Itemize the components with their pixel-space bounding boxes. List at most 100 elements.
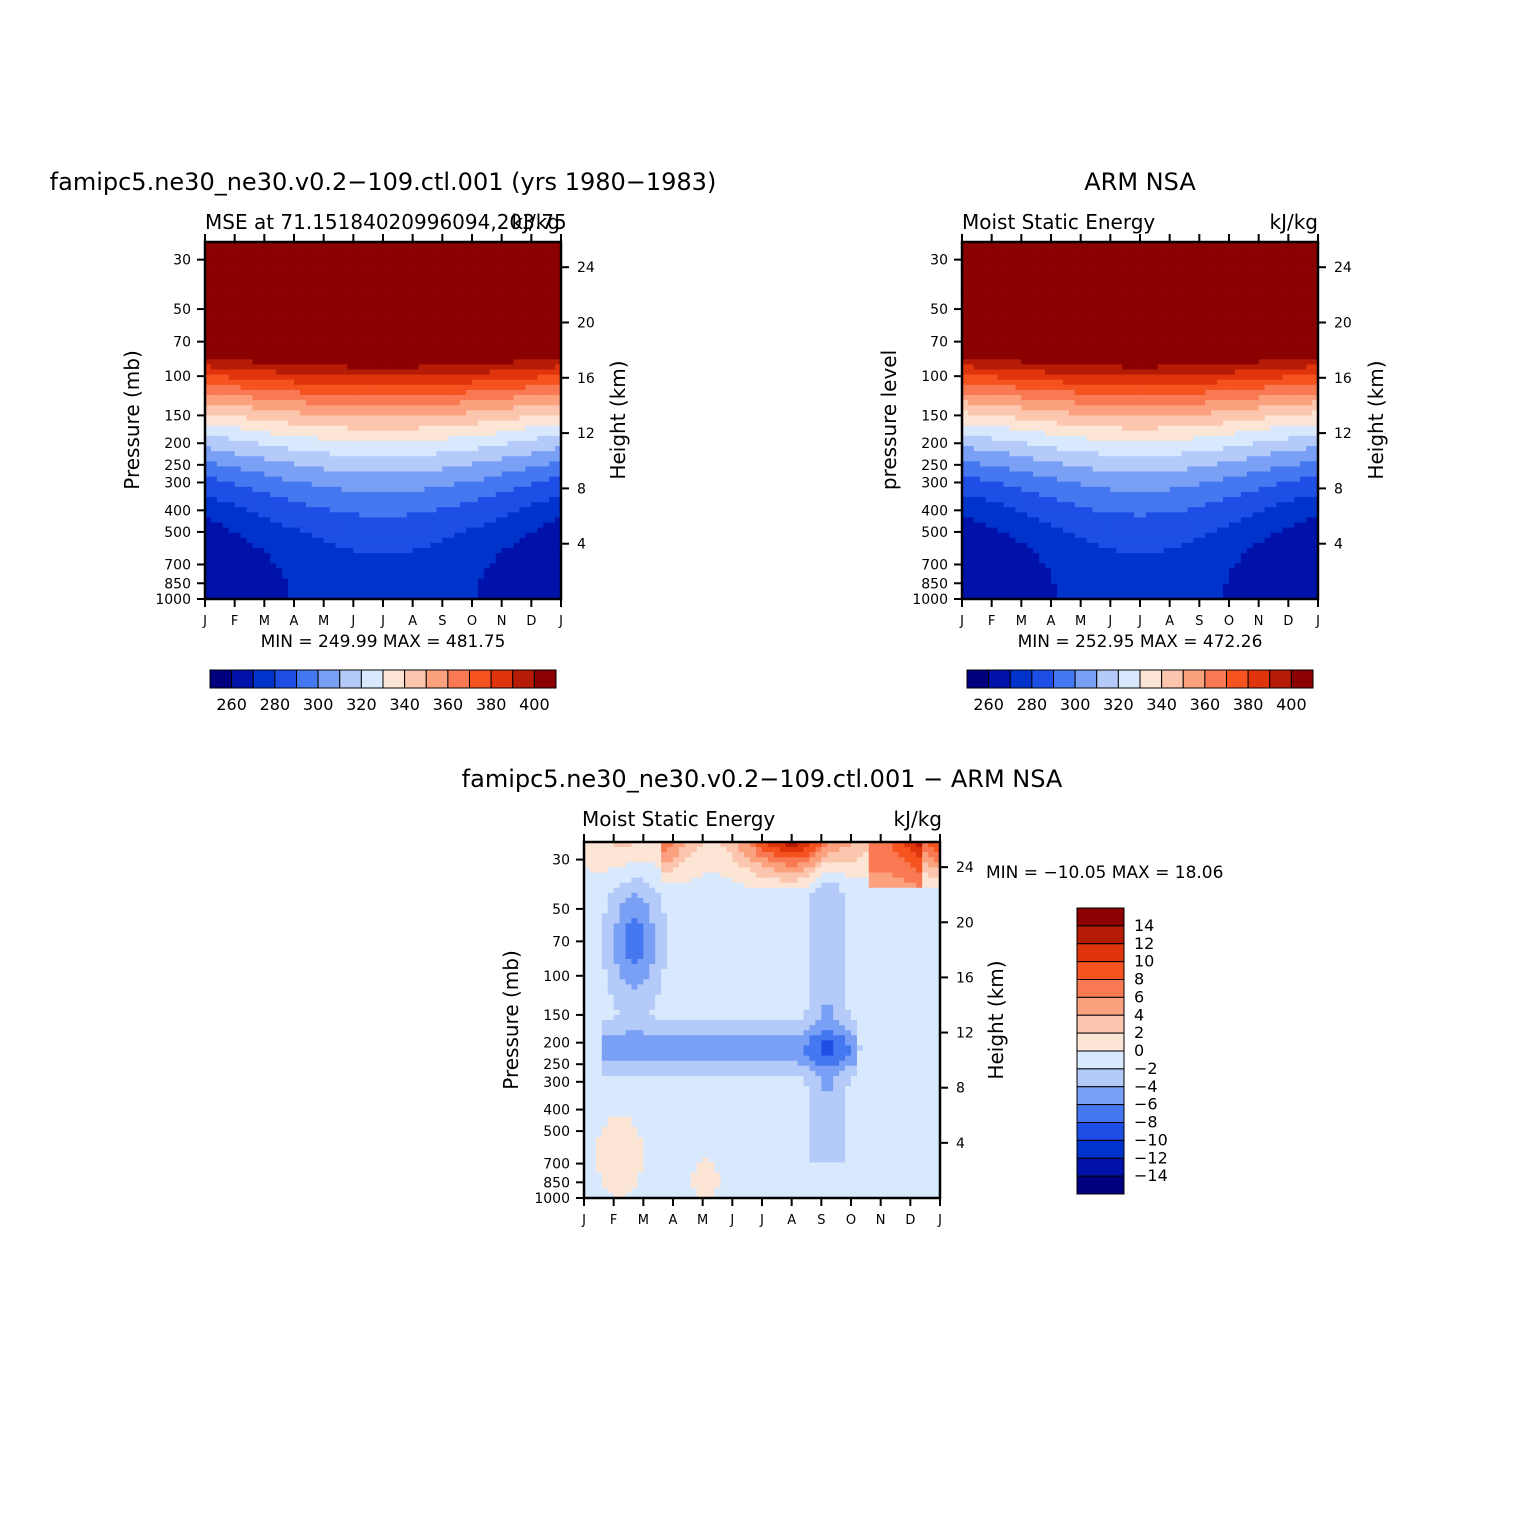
panel1-contour-cell xyxy=(418,293,426,299)
panel1-contour-cell xyxy=(329,354,337,360)
panel2-contour-cell xyxy=(1003,344,1011,350)
panel1-contour-cell xyxy=(264,486,271,493)
panel1-contour-cell xyxy=(317,471,325,478)
panel1-contour-cell xyxy=(555,558,562,564)
panel1-contour-cell xyxy=(317,308,325,314)
panel1-contour-cell xyxy=(483,583,491,590)
panel1-contour-cell xyxy=(294,313,301,320)
panel1-contour-cell xyxy=(288,313,295,320)
panel2-contour-cell xyxy=(979,282,987,289)
panel1-contour-cell xyxy=(489,395,497,401)
panel1-contour-cell xyxy=(282,400,289,406)
panel1-contour-cell xyxy=(359,338,366,345)
panel1-contour-cell xyxy=(531,568,538,575)
panel1-contour-cell xyxy=(294,349,301,355)
panel1-contour-cell xyxy=(424,481,432,488)
panel2-contour-cell xyxy=(997,257,1005,263)
panel1-contour-cell xyxy=(205,563,212,569)
panel1-contour-cell xyxy=(501,532,509,539)
panel1-contour-cell xyxy=(442,384,449,391)
panel1-contour-cell xyxy=(365,537,372,544)
panel1-contour-cell xyxy=(371,451,378,457)
panel1-contour-cell xyxy=(400,389,408,396)
panel1-contour-cell xyxy=(299,537,307,544)
panel1-contour-cell xyxy=(483,293,491,299)
panel1-contour-cell xyxy=(359,252,366,258)
panel1-contour-cell xyxy=(466,461,473,467)
panel1-contour-cell xyxy=(323,512,331,518)
panel1-contour-cell xyxy=(400,553,408,559)
panel1-contour-cell xyxy=(507,563,515,569)
panel1-contour-cell xyxy=(501,451,509,457)
panel1-contour-cell xyxy=(489,262,497,269)
panel1-contour-cell xyxy=(454,476,461,483)
panel1-contour-cell xyxy=(406,486,414,493)
panel1-contour-cell xyxy=(270,471,277,478)
panel1-contour-cell xyxy=(436,491,443,498)
panel1-contour-cell xyxy=(258,313,265,320)
panel1-contour-cell xyxy=(507,272,515,279)
panel1-contour-cell xyxy=(531,451,538,457)
panel1-contour-cell xyxy=(549,486,556,493)
panel1-contour-cell xyxy=(311,532,319,539)
panel1-contour-cell xyxy=(483,446,491,452)
panel1-contour-cell xyxy=(276,308,283,314)
panel1-contour-cell xyxy=(537,522,544,529)
panel1-contour-cell xyxy=(519,578,526,585)
panel2-contour-cell xyxy=(967,333,975,340)
panel1-contour-cell xyxy=(513,527,521,534)
panel1-contour-cell xyxy=(388,517,396,524)
panel2-contour-cell xyxy=(1009,415,1016,422)
panel1-contour-cell xyxy=(507,542,515,549)
panel1-contour-cell xyxy=(543,364,550,371)
panel1-contour-cell xyxy=(472,262,479,269)
panel1-contour-cell xyxy=(442,451,449,457)
panel1-contour-cell xyxy=(495,374,503,381)
panel1-contour-cell xyxy=(507,415,515,422)
panel2-contour-cell xyxy=(1009,384,1016,391)
panel1-contour-cell xyxy=(388,461,396,467)
panel1-contour-cell xyxy=(537,532,544,539)
panel1-contour-cell xyxy=(400,542,408,549)
panel1-contour-cell xyxy=(531,588,538,595)
panel1-contour-cell xyxy=(222,257,230,263)
panel1-contour-cell xyxy=(549,282,556,289)
panel2-contour-cell xyxy=(1015,461,1022,467)
panel1-contour-cell xyxy=(276,532,283,539)
panel1-contour-cell xyxy=(282,293,289,299)
panel1-contour-cell xyxy=(472,323,479,330)
panel1-contour-cell xyxy=(240,384,248,391)
panel1-contour-cell xyxy=(264,344,271,350)
panel1-contour-cell xyxy=(537,333,544,340)
panel1-contour-cell xyxy=(448,476,455,483)
panel1-contour-cell xyxy=(501,527,509,534)
panel1-contour-cell xyxy=(460,313,467,320)
panel1-contour-cell xyxy=(549,359,556,365)
panel1-contour-cell xyxy=(513,364,521,371)
panel1-contour-cell xyxy=(246,563,254,569)
panel1-contour-cell xyxy=(501,389,509,396)
panel1-contour-cell xyxy=(418,277,426,284)
panel1-contour-cell xyxy=(424,491,432,498)
panel2-contour-cell xyxy=(985,272,993,279)
panel1-contour-cell xyxy=(400,415,408,422)
panel1-contour-cell xyxy=(394,527,402,534)
panel1-contour-cell xyxy=(549,415,556,422)
panel1-contour-cell xyxy=(216,364,224,371)
panel2-contour-cell xyxy=(1003,532,1011,539)
panel1-contour-cell xyxy=(216,405,224,411)
panel1-contour-cell xyxy=(549,323,556,330)
panel1-contour-cell xyxy=(371,323,378,330)
panel1-contour-cell xyxy=(501,502,509,508)
panel2-contour-cell xyxy=(985,486,993,493)
panel1-contour-cell xyxy=(341,588,348,595)
panel1-contour-cell xyxy=(353,262,360,269)
panel1-contour-cell xyxy=(299,257,307,263)
panel1-contour-cell xyxy=(365,558,372,564)
panel1-contour-cell xyxy=(270,420,277,427)
panel1-contour-cell xyxy=(436,522,443,529)
panel1-contour-cell xyxy=(216,323,224,330)
panel1-contour-cell xyxy=(210,435,218,442)
panel1-contour-cell xyxy=(519,461,526,467)
panel1-contour-cell xyxy=(365,364,372,371)
